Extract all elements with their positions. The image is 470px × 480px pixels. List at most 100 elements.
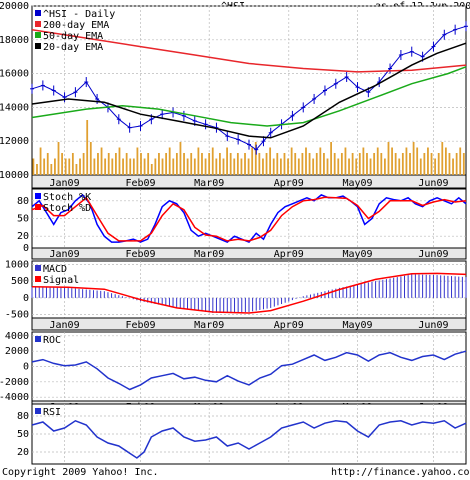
month-label: Jun09 xyxy=(418,249,448,260)
volume-bar xyxy=(97,153,99,175)
volume-bar xyxy=(100,147,103,175)
volume-bar xyxy=(444,147,447,175)
y-tick-label: 0 xyxy=(23,362,29,373)
y-tick-label: 16000 xyxy=(0,69,29,80)
volume-bar xyxy=(384,158,386,175)
series-line-price xyxy=(31,25,467,151)
copyright-text: Copyright 2009 Yahoo! Inc. xyxy=(2,467,159,478)
volume-bar xyxy=(323,153,325,175)
volume-bar xyxy=(154,158,157,175)
y-tick-label: 80 xyxy=(17,196,29,207)
volume-bar xyxy=(89,142,92,175)
month-label: Apr09 xyxy=(274,320,304,331)
panel-macd xyxy=(31,260,467,331)
volume-bar xyxy=(68,158,71,175)
legend-swatch xyxy=(35,43,41,49)
volume-bar xyxy=(265,153,268,175)
volume-bar xyxy=(118,147,121,175)
month-label: Feb09 xyxy=(125,249,155,260)
y-tick-label: -500 xyxy=(5,310,29,321)
volume-bar xyxy=(258,153,261,175)
y-tick-label: 1000 xyxy=(5,259,29,270)
volume-bar xyxy=(333,153,336,175)
month-label: May09 xyxy=(342,249,372,260)
month-label: Jun09 xyxy=(418,320,448,331)
volume-bar xyxy=(165,153,168,175)
volume-bar xyxy=(46,153,49,175)
series-line-ema200 xyxy=(31,28,467,73)
volume-bar xyxy=(394,153,397,175)
month-label: Feb09 xyxy=(125,178,155,189)
volume-bar xyxy=(201,153,203,175)
legend-swatch xyxy=(35,265,41,271)
volume-bar xyxy=(193,158,196,175)
volume-bar xyxy=(140,153,142,175)
series-line-ema50 xyxy=(31,66,467,127)
y-tick-label: 0 xyxy=(23,243,29,254)
legend-swatch xyxy=(35,276,41,282)
volume-bar xyxy=(337,158,340,175)
volume-bar xyxy=(158,153,160,175)
volume-bar xyxy=(111,158,114,175)
month-label: May09 xyxy=(342,178,372,189)
volume-bar xyxy=(308,153,311,175)
y-tick-label: 12000 xyxy=(0,136,29,147)
panel-price xyxy=(30,5,468,189)
legend-label: ^HSI - Daily xyxy=(43,9,115,20)
volume-bar xyxy=(32,158,35,175)
volume-bar xyxy=(391,147,393,175)
y-tick-label: 20000 xyxy=(0,1,29,12)
volume-bar xyxy=(462,153,465,175)
volume-bar xyxy=(147,153,150,175)
month-label: Apr09 xyxy=(274,249,304,260)
volume-bar xyxy=(434,158,437,175)
volume-bar xyxy=(39,147,42,175)
volume-bar xyxy=(229,153,232,175)
legend-swatch xyxy=(35,193,41,199)
volume-bar xyxy=(179,142,182,175)
y-tick-label: 20 xyxy=(17,231,29,242)
legend-label: Stoch %K xyxy=(43,192,91,203)
volume-bar xyxy=(416,147,419,175)
legend-label: RSI xyxy=(43,407,61,418)
volume-bar xyxy=(64,158,67,175)
volume-bar xyxy=(136,147,139,175)
volume-bar xyxy=(222,158,225,175)
series-line-stochD xyxy=(31,196,467,242)
volume-bar xyxy=(247,158,250,175)
volume-bar xyxy=(380,153,383,175)
volume-bar xyxy=(355,158,358,175)
y-tick-label: 18000 xyxy=(0,35,29,46)
series-line-roc xyxy=(31,350,467,391)
volume-bar xyxy=(362,147,365,175)
volume-bar xyxy=(297,158,300,175)
month-label: Jan09 xyxy=(49,178,79,189)
panel-rsi xyxy=(31,403,467,465)
month-label: Feb09 xyxy=(125,320,155,331)
y-tick-label: 4000 xyxy=(5,331,29,342)
volume-bar xyxy=(290,147,293,175)
volume-bar xyxy=(376,147,379,175)
month-strip xyxy=(31,174,467,189)
y-tick-label: 10000 xyxy=(0,170,29,181)
volume-bar xyxy=(175,153,178,175)
volume-bar xyxy=(455,153,458,175)
volume-bar xyxy=(50,164,53,175)
volume-bar xyxy=(71,153,74,175)
panel-stochastic xyxy=(31,188,467,260)
volume-bar xyxy=(254,142,257,175)
volume-bar xyxy=(54,158,56,175)
volume-bar xyxy=(183,153,185,175)
y-tick-label: 0 xyxy=(23,293,29,304)
volume-bar xyxy=(186,158,189,175)
legend-label: Stoch %D xyxy=(43,203,91,214)
volume-bar xyxy=(452,158,454,175)
month-strip xyxy=(31,317,467,331)
volume-bar xyxy=(132,158,135,175)
month-label: Mar09 xyxy=(194,249,224,260)
series-line-rsi xyxy=(31,419,467,459)
volume-bar xyxy=(104,158,107,175)
volume-bar xyxy=(107,153,110,175)
volume-bar xyxy=(93,158,96,175)
volume-bar xyxy=(269,147,272,175)
